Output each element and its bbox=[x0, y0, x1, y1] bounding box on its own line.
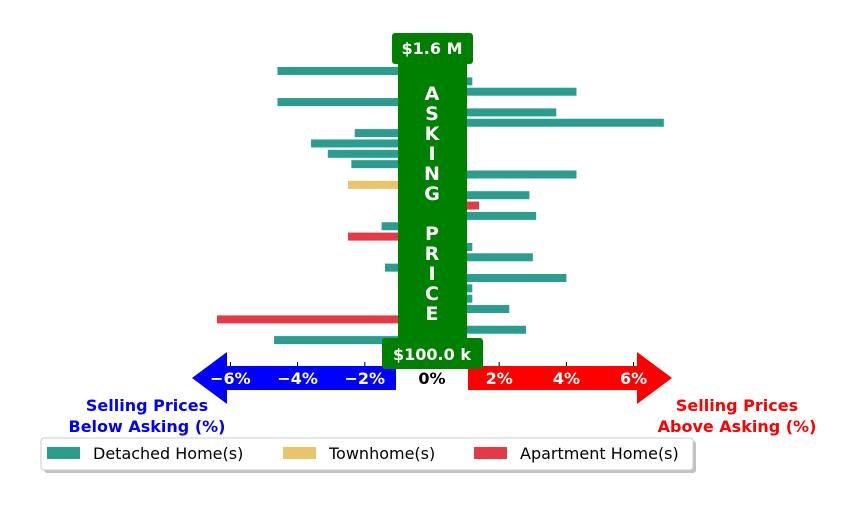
bar-7 bbox=[354, 129, 432, 138]
bar-26 bbox=[432, 325, 527, 334]
legend-label-3: Apartment Home(s) bbox=[520, 444, 679, 463]
x-tick-label: −4% bbox=[277, 369, 318, 388]
x-tick-label: −2% bbox=[345, 369, 386, 388]
x-tick-label: 6% bbox=[620, 369, 647, 388]
bar-11 bbox=[432, 170, 577, 179]
above-asking-caption: Selling Prices Above Asking (%) bbox=[658, 396, 817, 436]
axis-arrows bbox=[192, 352, 672, 404]
x-tick-label: 4% bbox=[553, 369, 580, 388]
bar-8 bbox=[311, 139, 432, 148]
bar-1 bbox=[277, 67, 432, 75]
legend-swatch-3 bbox=[474, 447, 507, 459]
top-price-badge bbox=[392, 33, 473, 64]
bar-4 bbox=[277, 98, 432, 107]
bar-25 bbox=[216, 315, 432, 324]
bar-13 bbox=[432, 191, 530, 200]
legend-swatch-1 bbox=[47, 447, 80, 459]
bar-12 bbox=[348, 180, 432, 189]
bar-3 bbox=[432, 87, 577, 96]
above-asking-arrow bbox=[468, 352, 672, 404]
legend-label-2: Townhome(s) bbox=[328, 444, 435, 463]
asking-price-bar bbox=[398, 62, 467, 362]
legend-swatch-2 bbox=[283, 447, 316, 459]
x-ticks: −6% −4% −2% 0% 2% 4% 6% bbox=[210, 362, 647, 388]
legend-label-1: Detached Home(s) bbox=[93, 444, 243, 463]
bar-9 bbox=[327, 149, 432, 158]
bar-21 bbox=[432, 274, 567, 282]
below-asking-arrow bbox=[192, 352, 396, 404]
x-tick-label: 0% bbox=[418, 369, 445, 388]
axis-captions: Selling Prices Below Asking (%) Selling Pr… bbox=[69, 396, 817, 436]
bar-10 bbox=[351, 160, 432, 169]
bar-5 bbox=[432, 108, 557, 117]
top-price-label: $1.6 M bbox=[402, 39, 463, 58]
bar-6 bbox=[432, 118, 664, 127]
legend: Detached Home(s) Townhome(s) Apartment Hom… bbox=[40, 437, 696, 473]
bar-24 bbox=[432, 305, 510, 314]
bottom-price-label: $100.0 k bbox=[393, 345, 471, 364]
bar-19 bbox=[432, 253, 533, 262]
x-tick-label: −6% bbox=[210, 369, 251, 388]
bar-15 bbox=[432, 211, 537, 220]
bottom-price-badge bbox=[382, 338, 483, 369]
x-tick-label: 2% bbox=[486, 369, 513, 388]
bar-27 bbox=[274, 336, 432, 345]
below-asking-caption: Selling Prices Below Asking (%) bbox=[69, 396, 226, 436]
legend-box bbox=[40, 437, 694, 471]
bar-17 bbox=[348, 232, 432, 241]
